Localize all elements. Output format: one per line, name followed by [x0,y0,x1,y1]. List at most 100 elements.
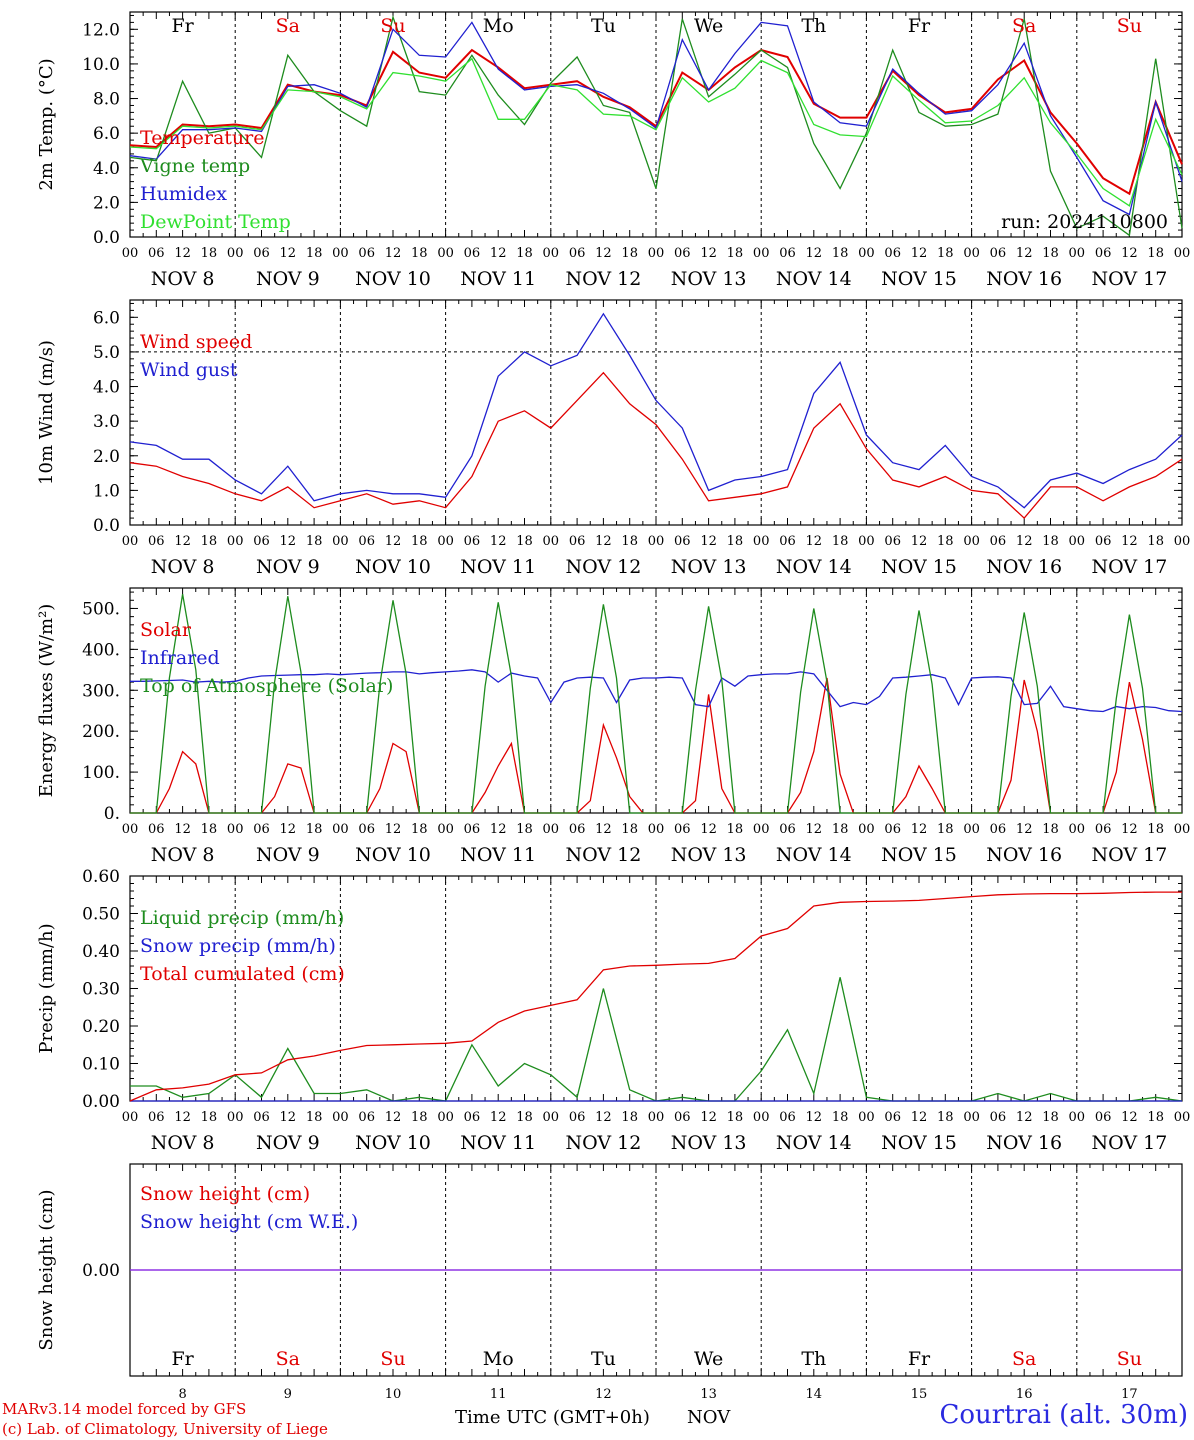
hour-tick-label: 18 [621,1110,638,1125]
y-tick-label: 0.00 [82,1261,120,1281]
hour-tick-label: 00 [858,1110,875,1125]
hour-tick-label: 12 [174,822,191,837]
date-label: NOV 14 [776,1132,852,1154]
hour-tick-label: 06 [674,1110,691,1125]
hour-tick-label: 18 [306,822,323,837]
hour-tick-label: 12 [385,1110,402,1125]
y-tick-label: 200. [82,722,120,742]
date-label: NOV 8 [151,268,215,290]
hour-tick-label: 00 [227,246,244,261]
hour-tick-label: 12 [174,1110,191,1125]
hour-tick-label: 12 [280,534,297,549]
hour-tick-label: 18 [832,822,849,837]
date-label: NOV 15 [881,556,957,578]
y-tick-label: 0.30 [82,980,120,1000]
hour-tick-label: 12 [280,246,297,261]
hour-tick-label: 12 [280,1110,297,1125]
hour-tick-label: 06 [1095,246,1112,261]
hour-tick-label: 18 [411,534,428,549]
hour-tick-label: 00 [1069,1110,1086,1125]
series-line-2 [130,669,1183,713]
hour-tick-label: 06 [990,822,1007,837]
hour-tick-label: 18 [832,1110,849,1125]
hour-tick-label: 06 [884,534,901,549]
panel-5 [129,1163,1183,1377]
hour-tick-label: 00 [437,246,454,261]
hour-tick-label: 18 [727,534,744,549]
date-label: NOV 8 [151,1132,215,1154]
y-tick-label: 12.0 [82,20,120,40]
y-tick-label: 500. [82,599,120,619]
date-label: NOV 9 [256,556,320,578]
date-label: NOV 9 [256,268,320,290]
run-label: run: 2024110800 [1001,211,1168,233]
hour-tick-label: 18 [201,1110,218,1125]
date-label: NOV 12 [565,268,641,290]
legend-label: Solar [140,619,192,641]
hour-tick-label: 12 [911,822,928,837]
hour-tick-label: 18 [1042,822,1059,837]
hour-tick-label: 06 [358,822,375,837]
hour-tick-label: 06 [464,534,481,549]
day-number-label: 9 [284,1387,292,1402]
weekday-label: Th [801,1348,826,1370]
hour-tick-label: 06 [569,1110,586,1125]
weekday-label: Sa [276,1348,300,1370]
hour-tick-label: 18 [621,822,638,837]
date-label: NOV 9 [256,844,320,866]
weekday-label: Tu [591,1348,616,1370]
hour-tick-label: 06 [569,822,586,837]
y-axis-label: Precip (mm/h) [36,923,57,1053]
date-label: NOV 17 [1091,556,1167,578]
y-axis-label: 10m Wind (m/s) [36,340,57,485]
weekday-label: Su [380,1348,405,1370]
x-axis-label: Time UTC (GMT+0h) [455,1407,650,1428]
y-tick-label: 0. [104,804,120,824]
y-tick-label: 100. [82,763,120,783]
hour-tick-label: 06 [358,534,375,549]
hour-tick-label: 12 [1121,534,1138,549]
day-number-label: 10 [385,1387,402,1402]
hour-tick-label: 00 [332,534,349,549]
y-tick-label: 0.00 [82,1092,120,1112]
legend-label: Snow height (cm W.E.) [140,1211,358,1233]
hour-tick-label: 18 [1147,1110,1164,1125]
weekday-label: Mo [483,1348,514,1370]
hour-tick-label: 00 [332,1110,349,1125]
hour-tick-label: 06 [884,822,901,837]
hour-tick-label: 18 [621,534,638,549]
hour-tick-label: 06 [148,1110,165,1125]
series-line-2 [129,312,1183,509]
date-label: NOV 12 [565,556,641,578]
series-line-3 [129,891,1182,1102]
hour-tick-label: 12 [280,822,297,837]
hour-tick-label: 18 [727,246,744,261]
hour-tick-label: 00 [648,1110,665,1125]
hour-tick-label: 00 [1174,246,1191,261]
date-label: NOV 16 [986,844,1062,866]
hour-tick-label: 18 [1042,1110,1059,1125]
date-label: NOV 11 [460,268,536,290]
hour-tick-label: 12 [911,534,928,549]
legend-label: Total cumulated (cm) [140,963,345,985]
legend-label: Vigne temp [139,155,250,177]
hour-tick-label: 00 [753,822,770,837]
legend-label: Liquid precip (mm/h) [140,907,344,929]
date-label: NOV 17 [1091,1132,1167,1154]
weekday-label: Mo [483,15,514,37]
hour-tick-label: 12 [174,534,191,549]
hour-tick-label: 18 [306,1110,323,1125]
hour-tick-label: 00 [858,246,875,261]
hour-tick-label: 00 [437,1110,454,1125]
hour-tick-label: 12 [1121,822,1138,837]
y-tick-label: 0.0 [93,228,120,248]
day-number-label: 13 [700,1387,717,1402]
y-tick-label: 0.20 [82,1017,120,1037]
date-label: NOV 10 [355,268,431,290]
hour-tick-label: 18 [1147,534,1164,549]
hour-tick-label: 12 [911,246,928,261]
hour-tick-label: 18 [411,822,428,837]
hour-tick-label: 12 [1016,1110,1033,1125]
hour-tick-label: 00 [227,822,244,837]
hour-tick-label: 00 [543,822,560,837]
